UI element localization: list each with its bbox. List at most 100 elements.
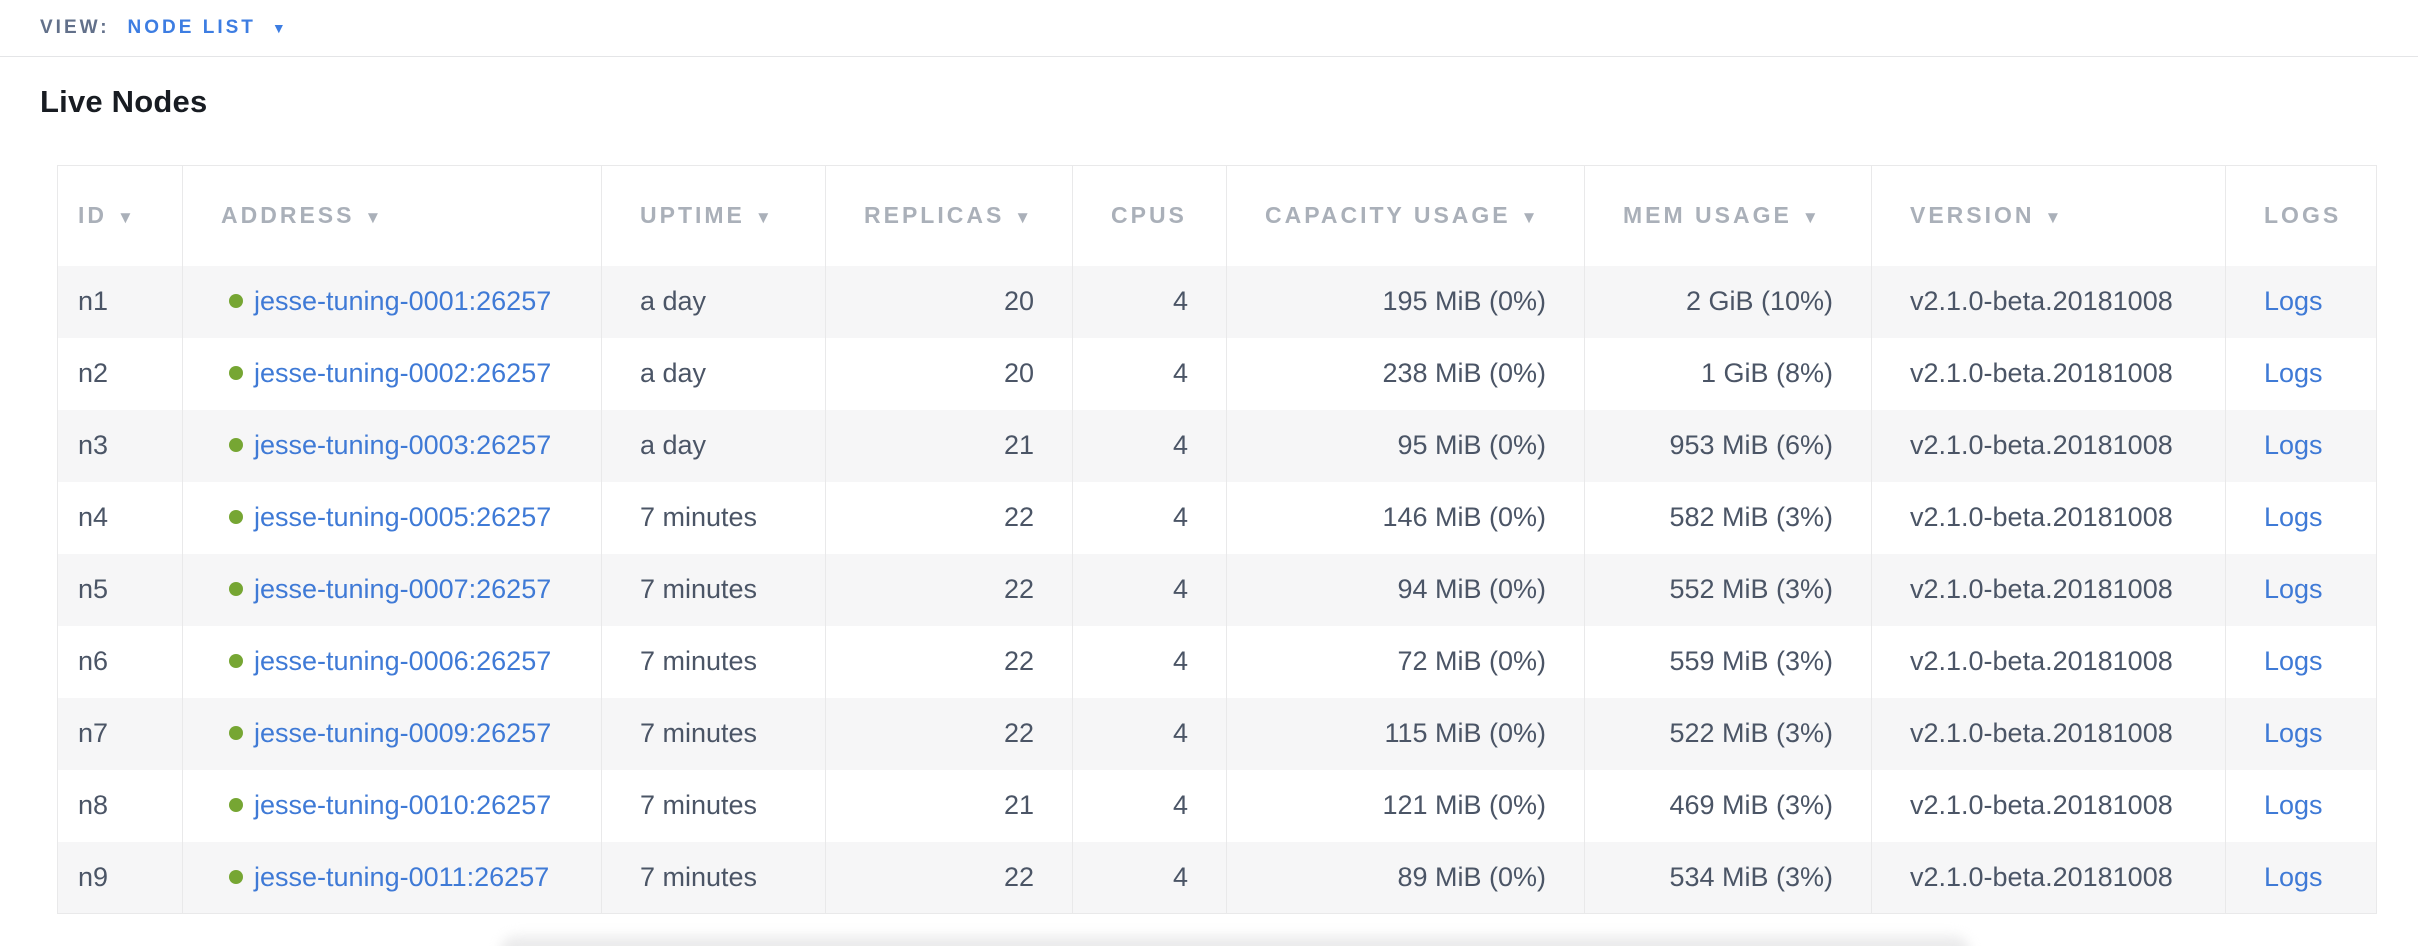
column-header-address[interactable]: ADDRESS ▼: [182, 165, 602, 266]
cell-logs: Logs: [2225, 841, 2377, 914]
node-row-n1: n1 jesse-tuning-0001:26257 a day 20 4 195 MiB…: [57, 265, 2377, 338]
node-row-n8: n8 jesse-tuning-0010:26257 7 minutes 21 4 121…: [58, 769, 2377, 842]
cell-address: jesse-tuning-0009:26257: [182, 697, 602, 770]
column-header-label: LOGS: [2264, 202, 2342, 229]
cell-id: n8: [78, 790, 109, 820]
sort-desc-icon: ▼: [2044, 208, 2065, 228]
cell-logs: Logs: [2225, 553, 2377, 626]
cell-id: n2: [78, 358, 109, 388]
cell-version: v2.1.0-beta.20181008: [1871, 265, 2226, 338]
cell-mem_usage: 953 MiB (6%): [1584, 409, 1872, 482]
cell-uptime: 7 minutes: [601, 553, 826, 626]
view-dropdown[interactable]: NODE LIST: [127, 17, 256, 38]
sort-desc-icon: ▼: [754, 208, 775, 228]
node-address-link[interactable]: jesse-tuning-0010:26257: [254, 790, 552, 820]
node-address-link[interactable]: jesse-tuning-0005:26257: [254, 502, 552, 532]
live-status-dot-icon: [229, 437, 243, 452]
cell-uptime: 7 minutes: [601, 841, 826, 914]
cell-cpus: 4: [1072, 841, 1227, 914]
node-row-n6: n6 jesse-tuning-0006:26257 7 minutes 22 4 72 …: [58, 625, 2377, 698]
node-address-link[interactable]: jesse-tuning-0009:26257: [254, 718, 552, 748]
cell-uptime: a day: [601, 409, 826, 482]
cell-mem_usage: 1 GiB (8%): [1584, 337, 1872, 410]
cell-mem_usage: 552 MiB (3%): [1584, 553, 1872, 626]
cell-logs: Logs: [2225, 409, 2377, 482]
cell-cpus: 4: [1072, 697, 1227, 770]
column-header-capacity_usage[interactable]: CAPACITY USAGE ▼: [1226, 165, 1585, 266]
column-header-replicas[interactable]: REPLICAS ▼: [825, 165, 1073, 266]
live-status-dot-icon: [229, 797, 243, 812]
column-header-mem_usage[interactable]: MEM USAGE ▼: [1584, 165, 1872, 266]
node-logs-link[interactable]: Logs: [2264, 646, 2323, 676]
cell-cpus: 4: [1072, 625, 1227, 698]
live-status-dot-icon: [229, 365, 243, 380]
node-logs-link[interactable]: Logs: [2264, 358, 2323, 388]
node-row-n9: n9 jesse-tuning-0011:26257 7 minutes 22 4 89 …: [57, 841, 2377, 914]
live-status-dot-icon: [229, 293, 243, 308]
cell-version: v2.1.0-beta.20181008: [1871, 481, 2226, 554]
column-header-logs: LOGS: [2225, 165, 2377, 266]
cell-address: jesse-tuning-0002:26257: [182, 337, 602, 410]
node-address-link[interactable]: jesse-tuning-0006:26257: [254, 646, 552, 676]
cell-replicas: 22: [825, 841, 1073, 914]
cell-cpus: 4: [1072, 769, 1227, 842]
view-selector-bar: VIEW: NODE LIST ▼: [0, 0, 2418, 57]
cell-logs: Logs: [2225, 697, 2377, 770]
cell-logs: Logs: [2225, 337, 2377, 410]
cell-uptime: a day: [601, 337, 826, 410]
cell-capacity_usage: 195 MiB (0%): [1226, 265, 1585, 338]
cell-capacity_usage: 121 MiB (0%): [1226, 769, 1585, 842]
cell-version: v2.1.0-beta.20181008: [1871, 337, 2226, 410]
node-address-link[interactable]: jesse-tuning-0007:26257: [254, 574, 552, 604]
cell-address: jesse-tuning-0007:26257: [182, 553, 602, 626]
next-section-peek: [500, 936, 1970, 946]
cell-capacity_usage: 238 MiB (0%): [1226, 337, 1585, 410]
cell-uptime: a day: [601, 265, 826, 338]
node-row-n2: n2 jesse-tuning-0002:26257 a day 20 4 238 MiB…: [58, 337, 2377, 410]
column-header-label: MEM USAGE: [1623, 202, 1792, 229]
column-header-uptime[interactable]: UPTIME ▼: [601, 165, 826, 266]
node-logs-link[interactable]: Logs: [2264, 574, 2323, 604]
sort-desc-icon: ▼: [1801, 208, 1822, 228]
cell-id: n5: [78, 574, 109, 604]
node-table-body: n1 jesse-tuning-0001:26257 a day 20 4 195 MiB…: [57, 265, 2377, 914]
node-logs-link[interactable]: Logs: [2264, 718, 2323, 748]
cell-replicas: 20: [825, 265, 1073, 338]
node-address-link[interactable]: jesse-tuning-0003:26257: [254, 430, 552, 460]
node-logs-link[interactable]: Logs: [2264, 861, 2323, 892]
cell-capacity_usage: 72 MiB (0%): [1226, 625, 1585, 698]
node-address-link[interactable]: jesse-tuning-0001:26257: [254, 286, 552, 316]
cell-cpus: 4: [1072, 409, 1227, 482]
node-address-link[interactable]: jesse-tuning-0002:26257: [254, 358, 552, 388]
node-logs-link[interactable]: Logs: [2264, 430, 2323, 460]
cell-version: v2.1.0-beta.20181008: [1871, 409, 2226, 482]
node-logs-link[interactable]: Logs: [2264, 502, 2323, 532]
node-address-link[interactable]: jesse-tuning-0011:26257: [254, 861, 550, 892]
cell-cpus: 4: [1072, 265, 1227, 338]
cell-id: n1: [78, 286, 109, 316]
node-logs-link[interactable]: Logs: [2264, 286, 2323, 316]
sort-desc-icon: ▼: [117, 208, 137, 228]
column-header-label: VERSION: [1910, 202, 2035, 229]
cell-logs: Logs: [2225, 481, 2377, 554]
cell-mem_usage: 469 MiB (3%): [1584, 769, 1872, 842]
cell-replicas: 22: [825, 625, 1073, 698]
node-logs-link[interactable]: Logs: [2264, 790, 2323, 820]
cell-capacity_usage: 146 MiB (0%): [1226, 481, 1585, 554]
cell-id: n3: [78, 430, 109, 460]
sort-desc-icon: ▼: [1014, 208, 1035, 228]
cell-cpus: 4: [1072, 481, 1227, 554]
cell-logs: Logs: [2225, 769, 2377, 842]
live-nodes-table-container: ID ▼ ADDRESS ▼ UPTIME ▼ REPLICAS ▼ CPUS CAPACITY …: [57, 165, 2377, 914]
live-status-dot-icon: [229, 869, 243, 884]
cell-capacity_usage: 94 MiB (0%): [1226, 553, 1585, 626]
column-header-id[interactable]: ID ▼: [57, 165, 183, 266]
cell-address: jesse-tuning-0010:26257: [182, 769, 602, 842]
cell-address: jesse-tuning-0003:26257: [182, 409, 602, 482]
cell-version: v2.1.0-beta.20181008: [1871, 697, 2226, 770]
column-header-version[interactable]: VERSION ▼: [1871, 165, 2226, 266]
cell-version: v2.1.0-beta.20181008: [1871, 841, 2226, 914]
cell-address: jesse-tuning-0011:26257: [182, 841, 602, 914]
caret-down-icon[interactable]: ▼: [271, 20, 286, 36]
